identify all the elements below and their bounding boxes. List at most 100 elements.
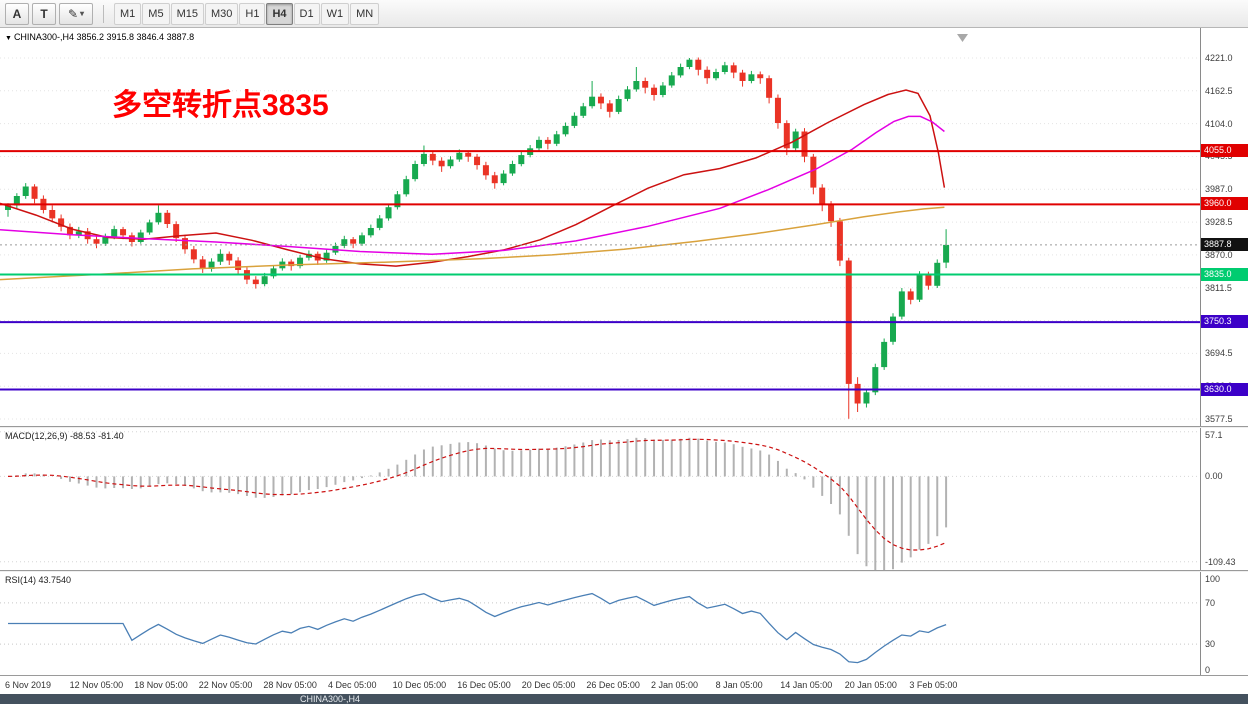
pencil-icon: ✎ xyxy=(67,6,79,21)
candle-body xyxy=(668,75,675,86)
rsi-tick-70: 70 xyxy=(1205,597,1216,608)
ma-mid-magenta[interactable] xyxy=(0,115,945,256)
candle-body xyxy=(597,96,604,104)
rsi-chart[interactable] xyxy=(0,572,1200,675)
macd-label: MACD(12,26,9) -88.53 -81.40 xyxy=(5,431,124,441)
timeframe-m15[interactable]: M15 xyxy=(170,2,204,25)
timeframe-h1[interactable]: H1 xyxy=(239,2,266,25)
candle-body xyxy=(562,125,569,135)
toolbar: A T ✎ ▾ M1 M5 M15 M30 H1 H4 D1 W1 MN xyxy=(0,0,1248,28)
candle-body xyxy=(261,276,268,285)
time-label: 16 Dec 05:00 xyxy=(457,680,511,690)
time-label: 20 Dec 05:00 xyxy=(521,680,576,690)
time-label: 8 Jan 05:00 xyxy=(715,680,763,690)
candle-body xyxy=(208,261,215,269)
timeframe-m5[interactable]: M5 xyxy=(142,2,170,25)
time-label: 6 Nov 2019 xyxy=(5,680,52,690)
last-price-badge: 3887.8 xyxy=(1201,237,1248,251)
symbol-name: CHINA300-,H4 xyxy=(13,32,74,42)
price-tick-3870.0: 3870.0 xyxy=(1205,249,1233,260)
candle-body xyxy=(22,186,29,196)
candle-body xyxy=(890,316,896,342)
time-label: 20 Jan 05:00 xyxy=(844,680,897,690)
arrow-text-tool-button[interactable]: A xyxy=(5,2,29,25)
macd-tick--109.43: -109.43 xyxy=(1205,556,1236,567)
candle-body xyxy=(217,253,224,262)
candle-body xyxy=(182,238,188,250)
price-chart-pane[interactable]: ▼ CHINA300-,H4 3856.2 3915.8 3846.4 3887.… xyxy=(0,28,1200,426)
candle-body xyxy=(482,165,489,176)
timeframe-h4[interactable]: H4 xyxy=(266,2,293,25)
time-label: 22 Nov 05:00 xyxy=(198,680,253,690)
candle-body xyxy=(536,139,542,149)
candle-body xyxy=(350,239,357,244)
time-label: 12 Nov 05:00 xyxy=(69,680,124,690)
candle-body xyxy=(774,97,781,123)
rsi-tick-0: 0 xyxy=(1205,665,1211,675)
timeframe-m30[interactable]: M30 xyxy=(204,2,239,25)
price-tick-3694.5: 3694.5 xyxy=(1205,348,1233,359)
candle-body xyxy=(810,156,817,188)
rsi-tick-30: 30 xyxy=(1205,639,1216,650)
candle-body xyxy=(155,212,162,223)
shapes-dropdown-button[interactable]: ✎ ▾ xyxy=(59,2,93,25)
macd-chart[interactable] xyxy=(0,428,1200,570)
candle-body xyxy=(394,194,401,208)
candle-body xyxy=(677,67,684,76)
candle-body xyxy=(651,87,658,95)
candle-body xyxy=(429,153,436,161)
candle-body xyxy=(739,72,746,81)
price-tick-3928.5: 3928.5 xyxy=(1205,217,1233,228)
candle-body xyxy=(120,229,127,236)
pane-splitter-rsi[interactable] xyxy=(0,570,1248,572)
symbol-dropdown-icon[interactable]: ▼ xyxy=(5,35,12,42)
macd-tick-57.1: 57.1 xyxy=(1205,430,1223,440)
candle-body xyxy=(66,226,73,236)
time-label: 14 Jan 05:00 xyxy=(780,680,833,690)
macd-tick-0.00: 0.00 xyxy=(1205,471,1223,482)
rsi-line xyxy=(8,592,947,664)
macd-pane[interactable]: MACD(12,26,9) -88.53 -81.40 xyxy=(0,428,1200,570)
candle-body xyxy=(376,218,383,228)
rsi-pane[interactable]: RSI(14) 43.7540 xyxy=(0,572,1200,675)
chart-shift-marker[interactable] xyxy=(957,34,968,42)
candle-body xyxy=(872,367,879,393)
timeframe-mn[interactable]: MN xyxy=(350,2,380,25)
candle-body xyxy=(898,291,905,317)
text-label-tool-button[interactable]: T xyxy=(32,2,56,25)
candle-body xyxy=(916,274,923,300)
candle-body xyxy=(783,123,790,149)
price-tick-3811.5: 3811.5 xyxy=(1205,282,1232,293)
rsi-label: RSI(14) 43.7540 xyxy=(5,575,72,585)
candle-body xyxy=(491,175,498,184)
candle-body xyxy=(341,239,348,246)
pane-splitter-macd[interactable] xyxy=(0,426,1248,428)
timeframe-m1[interactable]: M1 xyxy=(114,2,142,25)
ma-fast-red[interactable] xyxy=(0,89,946,267)
candle-body xyxy=(164,212,171,224)
toolbar-separator xyxy=(103,4,104,23)
candle-body xyxy=(686,59,693,67)
candle-body xyxy=(695,59,702,70)
price-axis[interactable]: 4221.04162.54104.04045.53987.03928.53870… xyxy=(1200,28,1248,675)
time-label: 28 Nov 05:00 xyxy=(263,680,317,690)
time-label: 18 Nov 05:00 xyxy=(134,680,188,690)
candle-body xyxy=(102,237,109,244)
candle-body xyxy=(624,89,631,99)
timeframe-d1[interactable]: D1 xyxy=(293,2,320,25)
candle-body xyxy=(836,221,843,261)
candlestick-chart[interactable] xyxy=(0,28,1200,426)
candle-body xyxy=(544,139,551,144)
chart-tab[interactable]: CHINA300-,H4 xyxy=(300,694,361,704)
timeframe-w1[interactable]: W1 xyxy=(320,2,350,25)
price-tick-3987.0: 3987.0 xyxy=(1205,184,1233,195)
ma-slow-orange[interactable] xyxy=(0,206,945,281)
candle-body xyxy=(385,207,392,219)
candle-body xyxy=(819,187,826,205)
candle-body xyxy=(438,160,445,167)
candle-body xyxy=(509,164,516,174)
time-label: 2 Jan 05:00 xyxy=(651,680,699,690)
candle-body xyxy=(589,96,596,107)
symbol-ohlc-label: ▼ CHINA300-,H4 3856.2 3915.8 3846.4 3887.… xyxy=(5,32,194,42)
time-axis[interactable]: 6 Nov 2019 12 Nov 05:00 18 Nov 05:00 22 Nov… xyxy=(0,675,1248,695)
